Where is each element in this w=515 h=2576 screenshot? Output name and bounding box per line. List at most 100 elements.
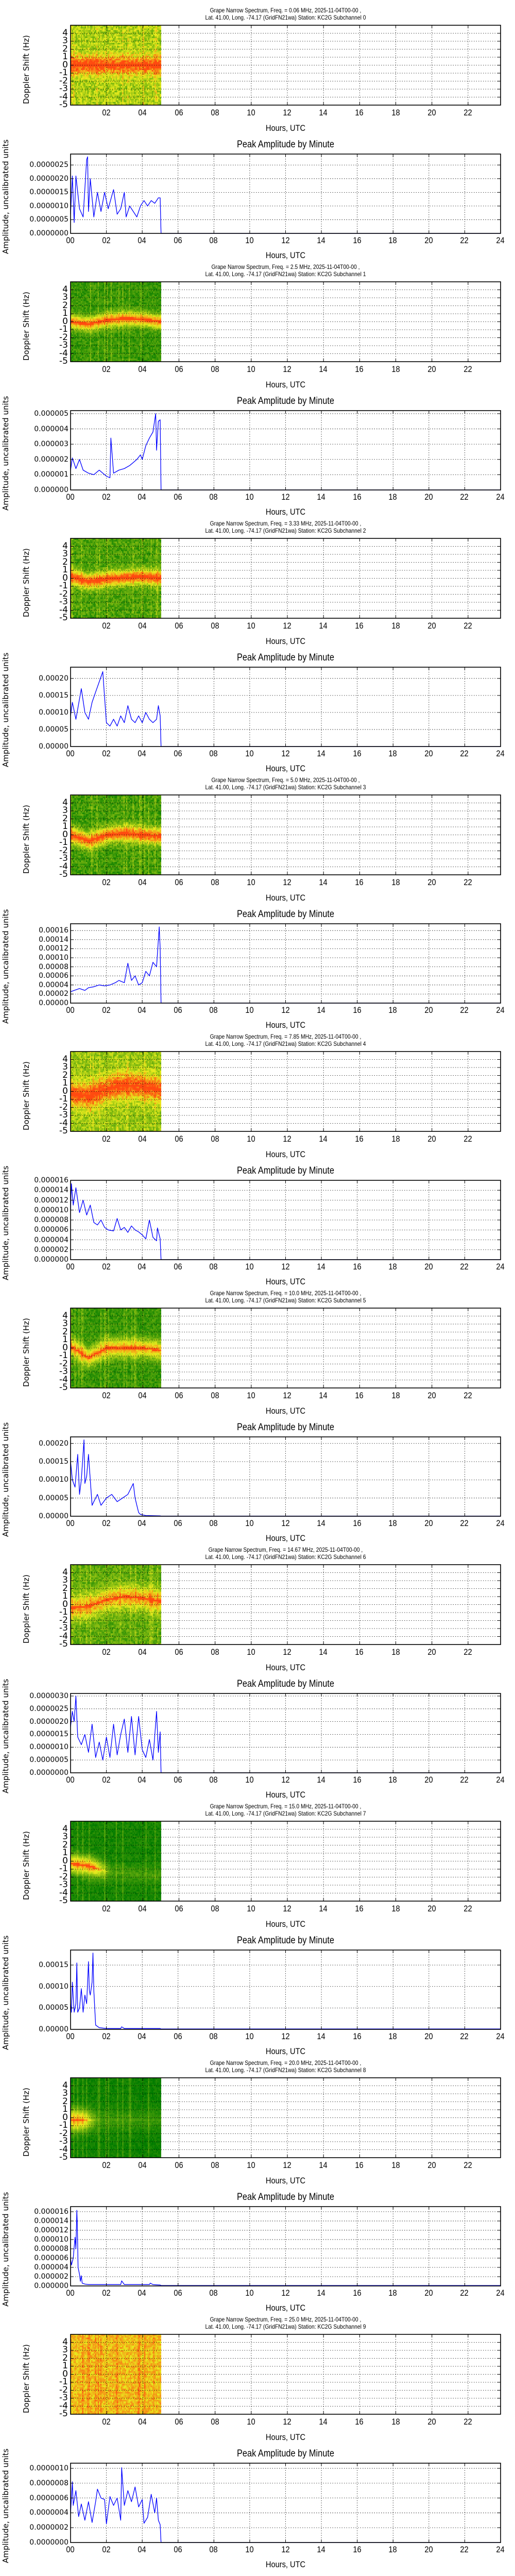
amplitude-y-tick-label: 0.00010 — [39, 954, 68, 961]
amplitude-x-tick-label: 08 — [210, 2545, 218, 2554]
amplitude-x-tick-label: 14 — [317, 236, 325, 245]
spectrogram-y-axis-label: Doppler Shift (Hz) — [22, 805, 31, 874]
spectrogram-y-tick-label: 4 — [54, 2081, 68, 2090]
spectrogram-y-tick-label: 1 — [54, 566, 68, 574]
spectrogram-y-tick-label: 1 — [54, 1592, 68, 1601]
amplitude-x-tick-label: 04 — [138, 236, 146, 245]
spectrogram-x-tick-label: 14 — [319, 1391, 327, 1400]
amplitude-x-tick-label: 12 — [281, 2289, 289, 2297]
amplitude-x-tick-label: 00 — [66, 236, 74, 245]
amplitude-y-axis-label: Amplitude, uncalibrated units — [1, 1936, 10, 2050]
amplitude-x-tick-label: 20 — [424, 493, 433, 501]
amplitude-y-tick-label: 0.00008 — [39, 963, 68, 971]
amplitude-y-tick-label: 0.00012 — [39, 945, 68, 952]
spectrogram-x-tick-label: 12 — [283, 2417, 291, 2426]
amplitude-x-tick-label: 24 — [496, 2289, 504, 2297]
spectrogram-heatmap — [70, 1308, 501, 1388]
amplitude-y-tick-label: 0.00016 — [39, 927, 68, 934]
spectrogram-y-tick-label: -1 — [54, 69, 68, 77]
amplitude-grid — [71, 2207, 501, 2286]
amplitude-x-tick-label: 24 — [496, 236, 504, 245]
amplitude-y-tick-label: 0.0000000 — [29, 1769, 68, 1776]
spectrogram-y-tick-label: -3 — [54, 1111, 68, 1120]
spectrogram-cells — [71, 282, 162, 362]
spectrogram-y-tick-label: 2 — [54, 557, 68, 566]
spectrogram-y-tick-label: -1 — [54, 838, 68, 847]
spectrogram-x-tick-label: 06 — [175, 108, 183, 117]
amplitude-x-tick-label: 12 — [281, 1262, 289, 1271]
amplitude-x-tick-label: 14 — [317, 2032, 325, 2041]
spectrogram-y-tick-label: -5 — [54, 1640, 68, 1649]
amplitude-y-tick-label: 0.0000008 — [29, 2480, 68, 2487]
spectrogram-y-tick-label: -4 — [54, 2145, 68, 2154]
spectrogram-y-tick-label: -3 — [54, 2137, 68, 2146]
spectrogram-x-tick-label: 20 — [427, 365, 436, 374]
amplitude-y-tick-label: 0.000012 — [34, 1197, 68, 1204]
spectrogram-y-tick-label: -4 — [54, 1375, 68, 1384]
amplitude-line-chart — [70, 2463, 501, 2543]
amplitude-x-tick-label: 22 — [460, 1262, 469, 1271]
amplitude-title: Peak Amplitude by Minute — [100, 1165, 470, 1177]
spectrogram-x-tick-label: 16 — [355, 108, 364, 117]
spectrogram-x-tick-label: 04 — [139, 108, 147, 117]
amplitude-x-tick-label: 00 — [66, 1519, 74, 1528]
amplitude-y-tick-label: 0.000000 — [34, 486, 68, 494]
amplitude-x-tick-label: 20 — [424, 1775, 433, 1784]
spectrogram-x-tick-label: 14 — [319, 2417, 327, 2426]
subchannel-panel-1: Grape Narrow Spectrum, Freq. = 2.5 MHz, … — [0, 257, 515, 517]
spectrogram-y-axis-label: Doppler Shift (Hz) — [22, 1061, 31, 1130]
amplitude-x-tick-label: 24 — [496, 1006, 504, 1014]
amplitude-x-axis-label: Hours, UTC — [100, 2046, 470, 2057]
spectrogram-y-tick-label: 1 — [54, 822, 68, 831]
spectrogram-x-tick-label: 10 — [247, 2161, 255, 2170]
spectrogram-x-tick-label: 20 — [427, 2417, 436, 2426]
amplitude-y-tick-label: 0.000010 — [34, 2236, 68, 2243]
spectrogram-x-tick-label: 16 — [355, 878, 364, 887]
spectrogram-x-tick-label: 04 — [139, 365, 147, 374]
amplitude-series-line — [70, 1439, 501, 1517]
spectrogram-x-tick-label: 06 — [175, 1904, 183, 1913]
amplitude-x-tick-label: 12 — [281, 1775, 289, 1784]
amplitude-y-tick-label: 0.000000 — [34, 2282, 68, 2290]
amplitude-series-line — [70, 1183, 501, 1260]
amplitude-x-tick-label: 22 — [460, 236, 469, 245]
amplitude-x-tick-label: 02 — [102, 1775, 110, 1784]
amplitude-grid — [71, 1950, 501, 2029]
subchannel-panel-3: Grape Narrow Spectrum, Freq. = 5.0 MHz, … — [0, 770, 515, 1030]
amplitude-x-tick-label: 18 — [389, 1262, 397, 1271]
amplitude-x-tick-label: 00 — [66, 2289, 74, 2297]
amplitude-title: Peak Amplitude by Minute — [100, 2192, 470, 2203]
spectrogram-cells — [71, 538, 162, 619]
amplitude-y-tick-label: 0.00015 — [39, 692, 68, 699]
amplitude-x-tick-label: 06 — [174, 749, 182, 758]
amplitude-title: Peak Amplitude by Minute — [100, 2448, 470, 2460]
amplitude-title: Peak Amplitude by Minute — [100, 1679, 470, 1690]
amplitude-x-axis-label: Hours, UTC — [100, 507, 470, 517]
spectrogram-x-tick-label: 22 — [464, 2417, 472, 2426]
amplitude-x-tick-label: 08 — [210, 1519, 218, 1528]
spectrogram-x-tick-label: 18 — [391, 108, 400, 117]
amplitude-line-chart — [70, 923, 501, 1004]
spectrogram-x-tick-label: 16 — [355, 2417, 364, 2426]
amplitude-y-tick-label: 0.0000010 — [29, 202, 68, 210]
amplitude-y-tick-label: 0.00006 — [39, 972, 68, 979]
amplitude-x-tick-label: 12 — [281, 749, 289, 758]
spectrogram-x-tick-label: 02 — [102, 878, 110, 887]
spectrogram-y-tick-label: -1 — [54, 1608, 68, 1617]
spectrogram-y-tick-label: 4 — [54, 1568, 68, 1577]
amplitude-x-tick-label: 06 — [174, 493, 182, 501]
spectrogram-y-tick-label: 2 — [54, 1327, 68, 1336]
amplitude-y-tick-label: 0.00010 — [39, 1476, 68, 1483]
amplitude-x-tick-label: 12 — [281, 2545, 289, 2554]
amplitude-x-tick-label: 08 — [210, 493, 218, 501]
spectrogram-grid — [71, 1052, 501, 1131]
spectrogram-y-axis-label: Doppler Shift (Hz) — [22, 1831, 31, 1900]
amplitude-x-tick-label: 04 — [138, 1775, 146, 1784]
spectrogram-y-tick-label: 3 — [54, 1576, 68, 1585]
amplitude-y-tick-label: 0.000002 — [34, 2273, 68, 2280]
amplitude-y-tick-label: 0.000010 — [34, 1207, 68, 1214]
amplitude-x-tick-label: 12 — [281, 493, 289, 501]
amplitude-x-tick-label: 20 — [424, 236, 433, 245]
spectrogram-y-tick-label: 2 — [54, 1584, 68, 1592]
spectrogram-y-tick-label: 1 — [54, 1849, 68, 1857]
